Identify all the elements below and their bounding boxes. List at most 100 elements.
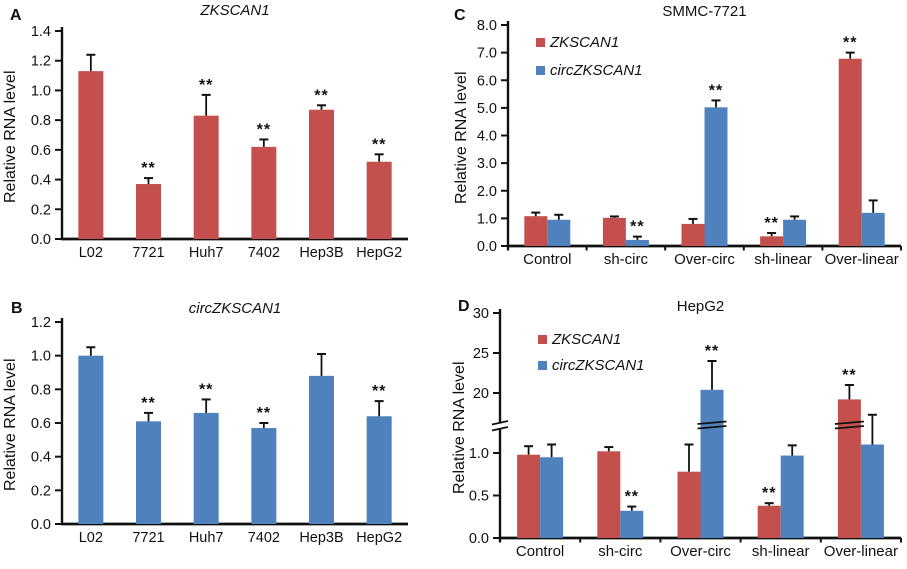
bar [704,107,728,246]
significance-stars: ** [762,485,776,502]
panel-c-plot-area: 0.0 1.0 2.0 3.0 4.0 5.0 6.0 7.0 8.0 Control ** sh-c… [477,18,902,268]
y-tick-label: 6.0 [477,73,497,89]
significance-stars: ** [625,489,639,506]
bar [837,399,861,538]
y-tick-label: 0.8 [31,113,51,129]
bar [547,219,571,246]
bar [677,471,701,538]
y-tick-label: 1.0 [31,349,51,365]
y-tick-label: 0.6 [31,143,51,159]
y-tick-label: 7.0 [477,46,497,62]
significance-stars: ** [843,35,857,52]
panel-letter-b: B [11,300,23,317]
y-tick-label: 2.0 [477,184,497,200]
panel-a-zkscan1: A ZKSCAN1 Relative RNA level 0.0 0.2 0.4 0.… [0,0,445,285]
significance-stars: ** [372,136,386,153]
category-label: HepG2 [356,245,402,261]
legend-swatch [536,38,545,47]
y-tick-label: 20 [473,386,489,402]
significance-stars: ** [314,87,328,104]
bar [136,184,161,239]
y-tick-label: 3.0 [477,156,497,172]
category-label: sh-linear [754,251,812,268]
bar-break-mark [697,425,727,430]
panel-d-title: HepG2 [676,298,725,315]
legend-swatch [538,335,547,344]
bar [540,457,564,538]
category-label: Hep3B [299,530,343,546]
significance-stars: ** [630,219,644,236]
panel-letter-d: D [458,298,470,315]
bar [309,109,334,239]
category-label: Control [523,251,571,268]
y-tick-label: 1.0 [31,83,51,99]
category-label: sh-linear [752,543,810,560]
bar [366,416,392,524]
bar [620,510,644,538]
legend-label: circZKSCAN1 [550,62,643,79]
y-tick-label: 8.0 [477,18,497,34]
y-tick-label: 1.4 [31,24,51,40]
panel-b-title: circZKSCAN1 [188,300,282,317]
y-tick-label: 1.2 [31,315,51,331]
significance-stars: ** [141,395,155,412]
category-label: 7402 [248,530,280,546]
y-tick-label: 1.2 [31,54,51,70]
y-tick-label: 0.0 [31,232,51,248]
y-tick-label: 5.0 [477,101,497,117]
bar [838,58,862,246]
y-tick-label: 25 [473,346,489,362]
y-tick-label: 30 [473,306,489,322]
bar [78,355,104,524]
significance-stars: ** [257,121,271,138]
panel-c-title: SMMC-7721 [662,3,747,20]
bar [193,115,219,239]
bar [700,389,724,538]
bar [597,451,621,538]
significance-stars: ** [372,383,386,400]
bar [757,505,781,538]
bar [861,212,885,246]
category-label: Huh7 [189,245,224,261]
bar-break-mark [834,420,864,425]
y-tick-label: 0.0 [31,517,51,533]
bar [681,223,705,246]
category-label: L02 [79,245,103,261]
significance-stars: ** [199,381,213,398]
panel-letter-a: A [10,7,22,24]
bar [783,219,807,246]
category-label: Hep3B [299,245,343,261]
y-tick-label: 0.5 [469,489,489,505]
category-label: Over-circ [674,251,735,268]
panel-a-title: ZKSCAN1 [200,2,270,19]
significance-stars: ** [842,367,856,384]
bar [193,412,219,524]
significance-stars: ** [705,343,719,360]
legend-label: circZKSCAN1 [552,357,645,374]
y-tick-label: 0.2 [31,483,51,499]
panel-a-plot-area: 0.0 0.2 0.4 0.6 0.8 1.0 1.2 1.4 L02 ** 7721 ** Huh7 *… [31,24,408,261]
legend-label: ZKSCAN1 [549,34,619,51]
bar-break-mark [697,420,727,425]
panel-b-plot-area: 0.0 0.2 0.4 0.6 0.8 1.0 1.2 L02 ** 7721 ** Huh7 ** 74… [31,315,408,546]
bar [524,216,548,246]
y-tick-label: 0.4 [31,173,51,189]
significance-stars: ** [709,82,723,99]
category-label: Over-circ [670,543,731,560]
bar [760,236,784,246]
axis-break-mark [491,420,509,426]
bar [602,217,626,246]
y-tick-label: 1.0 [477,211,497,227]
significance-stars: ** [199,77,213,94]
category-label: 7402 [248,245,280,261]
category-label: Over-linear [825,251,899,268]
significance-stars: ** [141,160,155,177]
category-label: Control [516,543,564,560]
bar [860,444,884,538]
axis-break-mark [491,426,509,432]
category-label: sh-circ [604,251,649,268]
panel-b-circzkscan1: B circZKSCAN1 Relative RNA level 0.0 0.2 0… [0,285,445,569]
bar [366,161,392,239]
legend-label: ZKSCAN1 [551,331,621,348]
